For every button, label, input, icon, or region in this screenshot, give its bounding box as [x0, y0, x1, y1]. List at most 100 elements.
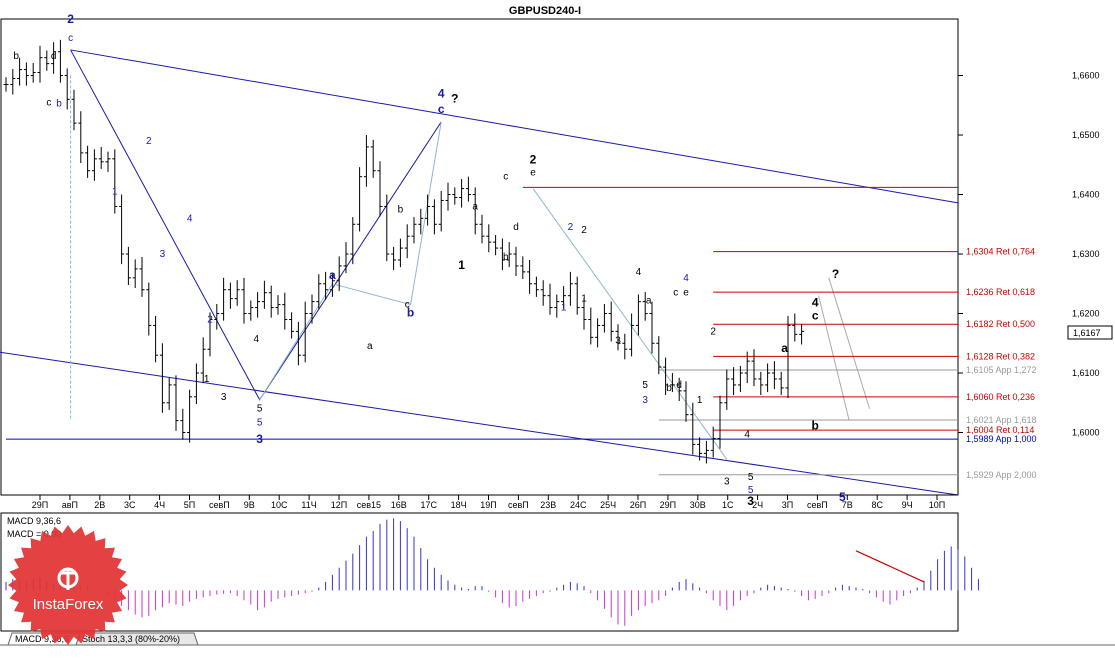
- level-label: 1,6304 Ret 0,764: [966, 247, 1035, 257]
- wave-label: 1: [458, 258, 465, 272]
- y-tick-label: 1,6000: [1072, 428, 1100, 438]
- macd-value: MACD = 0,00: [7, 529, 61, 539]
- ohlc-bar: [778, 371, 784, 396]
- ohlc-bar: [561, 286, 567, 309]
- wave-label: 5: [642, 380, 648, 391]
- ohlc-bar: [567, 271, 573, 306]
- ohlc-bar: [295, 321, 301, 366]
- wave-label: 2: [568, 222, 574, 233]
- wave-label: b: [407, 306, 414, 320]
- x-tick-label: севП: [508, 500, 529, 510]
- ohlc-bar: [676, 377, 682, 401]
- ohlc-bar: [452, 187, 458, 205]
- ohlc-bar: [540, 280, 546, 306]
- price-axis: 1,6000 1,6100 1,6200 1,6300 1,6400 1,6500 1,66…: [958, 71, 1100, 438]
- x-tick-label: 29П: [32, 500, 48, 510]
- wave-label: 1: [581, 294, 587, 305]
- ohlc-bar: [214, 304, 220, 330]
- y-tick-label: 1,6500: [1072, 130, 1100, 140]
- time-axis: 29П авП 2В 3С 4Ч 5П севП 9В 10С 11Ч 12П сев15 16В 17С…: [1, 494, 958, 510]
- x-tick-label: севП: [209, 500, 230, 510]
- ohlc-bar: [187, 389, 193, 443]
- ohlc-bar: [57, 39, 63, 83]
- level-label: 1,6182 Ret 0,500: [966, 319, 1035, 329]
- level-label: 1,6105 App 1,272: [966, 365, 1037, 375]
- ohlc-bar: [595, 318, 601, 348]
- ohlc-bar: [37, 45, 43, 83]
- ohlc-bar: [431, 199, 437, 235]
- wave-label: 1: [697, 395, 703, 406]
- ohlc-bar: [166, 377, 172, 410]
- ohlc-bar: [377, 161, 383, 217]
- ohlc-bar: [91, 149, 97, 181]
- wave-label: c: [438, 102, 445, 116]
- ohlc-bar: [302, 301, 308, 363]
- ohlc-bar: [765, 363, 771, 393]
- ohlc-bar: [799, 324, 805, 345]
- logo-text: InstaForex: [33, 596, 104, 613]
- ohlc-bar: [85, 145, 91, 178]
- x-tick-label: 10П: [929, 500, 945, 510]
- x-tick-label: 9В: [244, 500, 255, 510]
- ohlc-bar: [125, 246, 131, 285]
- ohlc-bar: [499, 238, 505, 271]
- ohlc-bar: [78, 111, 84, 163]
- x-tick-label: 7В: [842, 500, 853, 510]
- ohlc-bar: [601, 304, 607, 333]
- x-tick-label: 10С: [271, 500, 288, 510]
- ohlc-bar: [112, 149, 118, 214]
- x-tick-label: 24С: [570, 500, 587, 510]
- wave-label: 3: [747, 494, 754, 508]
- wave-label: 4: [438, 87, 445, 101]
- ohlc-bar: [146, 282, 152, 336]
- sub-wave-c: [818, 295, 850, 421]
- wave-label: e: [683, 288, 689, 299]
- x-tick-label: 23В: [540, 500, 556, 510]
- level-label: 1,5989 App 1,000: [966, 434, 1037, 444]
- wave-label: a: [646, 295, 652, 306]
- wave-label: 3: [642, 395, 648, 406]
- tab-stoch[interactable]: Stoch 13,3,3 (80%-20%): [82, 634, 180, 644]
- logo-icon: [57, 567, 79, 590]
- ohlc-bar: [506, 242, 512, 268]
- x-tick-label: севП: [807, 500, 828, 510]
- level-label: 1,6236 Ret 0,618: [966, 287, 1035, 297]
- x-tick-label: 2В: [94, 500, 105, 510]
- ohlc-bar: [30, 63, 36, 83]
- ohlc-bar: [520, 256, 526, 280]
- y-tick-label: 1,6600: [1072, 71, 1100, 81]
- macd-label: MACD 9,36,6: [7, 516, 61, 526]
- wave-label: d: [676, 380, 682, 391]
- x-tick-label: авП: [62, 500, 78, 510]
- ohlc-bar: [23, 62, 29, 86]
- wave-label: 2: [581, 225, 587, 236]
- ohlc-bar: [465, 176, 471, 202]
- ohlc-bar: [472, 187, 478, 235]
- x-tick-label: 3П: [782, 500, 793, 510]
- x-tick-label: 11Ч: [301, 500, 316, 510]
- ohlc-bar: [275, 295, 281, 315]
- level-label: 1,6128 Ret 0,382: [966, 351, 1035, 361]
- wave-label: b: [398, 204, 404, 215]
- ohlc-bar: [771, 361, 777, 390]
- ohlc-bar: [635, 294, 641, 336]
- wave-label: 1: [204, 374, 210, 385]
- ohlc-bars: [3, 39, 805, 464]
- y-tick-label: 1,6100: [1072, 368, 1100, 378]
- x-tick-label: 30В: [690, 500, 706, 510]
- chart-title: GBPUSD240-I: [509, 5, 581, 17]
- wave-label: 3: [160, 249, 166, 260]
- y-tick-label: 1,6200: [1072, 309, 1100, 319]
- wave-label: 5: [257, 404, 263, 415]
- wave-label: b: [666, 383, 672, 394]
- ohlc-bar: [669, 373, 675, 393]
- ohlc-bar: [622, 333, 628, 360]
- ohlc-bar: [221, 277, 227, 321]
- ohlc-bar: [227, 282, 233, 309]
- ohlc-bar: [363, 135, 369, 187]
- sub-wave-a: [259, 121, 442, 401]
- current-price-label: 1,6167: [1073, 328, 1101, 338]
- ohlc-bar: [731, 367, 737, 396]
- ohlc-bar: [792, 313, 798, 342]
- x-tick-label: 5П: [184, 500, 195, 510]
